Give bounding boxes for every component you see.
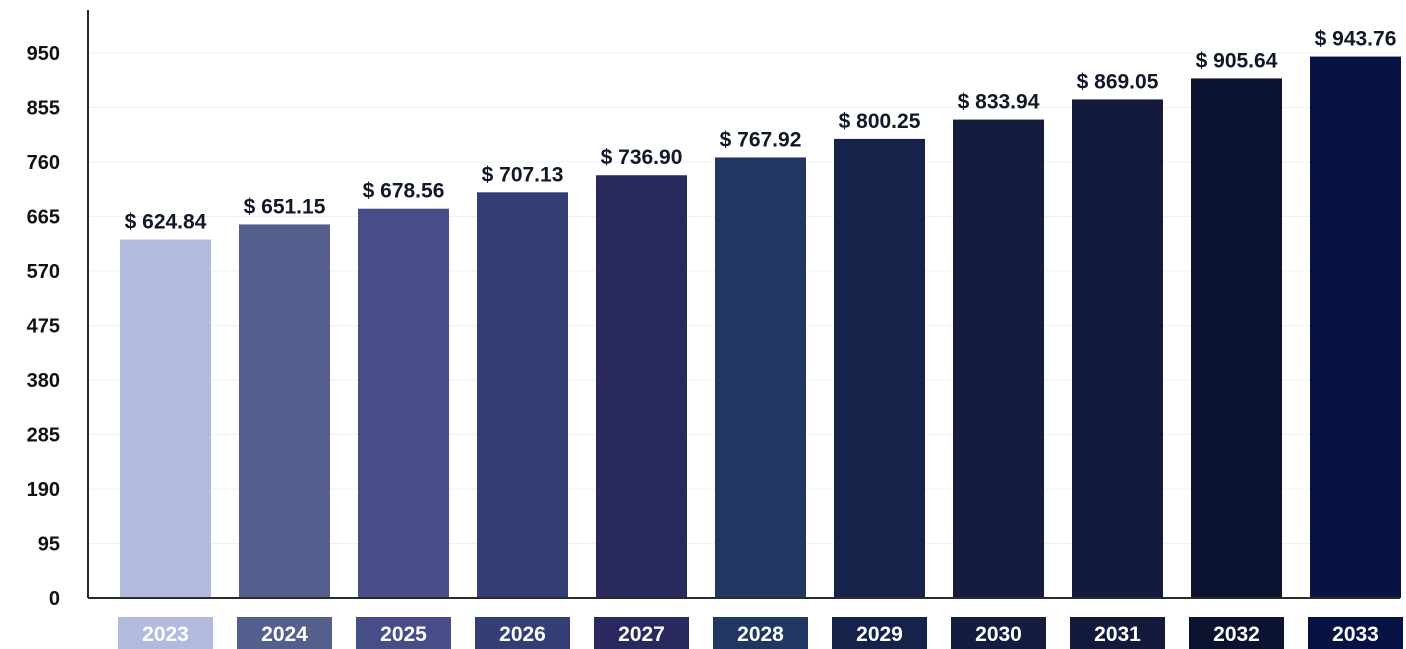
category-label: 2031 <box>1094 623 1141 646</box>
value-label: $ 651.15 <box>244 195 326 218</box>
y-tick-label: 950 <box>27 43 60 65</box>
y-tick-label: 855 <box>27 97 60 119</box>
category-label: 2024 <box>261 623 308 646</box>
bar <box>834 138 925 598</box>
value-label: $ 869.05 <box>1077 70 1159 93</box>
category-box <box>951 617 1046 649</box>
bar <box>358 208 449 598</box>
category-box <box>1189 617 1284 649</box>
category-label: 2023 <box>142 623 189 646</box>
category-label: 2027 <box>618 623 665 646</box>
bar <box>1310 56 1401 599</box>
bar <box>477 192 568 598</box>
y-tick-label: 190 <box>27 479 60 501</box>
category-label: 2032 <box>1213 623 1260 646</box>
axis-layer: 0 95 190 285 380 475 570 665 760 855 950 <box>27 10 1400 610</box>
y-tick-label: 380 <box>27 370 60 392</box>
category-label: 2026 <box>499 623 546 646</box>
category-label: 2028 <box>737 623 784 646</box>
bar <box>1072 99 1163 598</box>
label-layer: $ 624.84 $ 651.15 $ 678.56 $ 707.13 $ 736.90… <box>125 28 1397 234</box>
value-label: $ 833.94 <box>958 91 1040 114</box>
category-box <box>594 617 689 649</box>
bar <box>239 224 330 598</box>
value-label: $ 624.84 <box>125 211 207 234</box>
category-box <box>237 617 332 649</box>
category-label: 2033 <box>1332 623 1379 646</box>
category-box <box>1070 617 1165 649</box>
y-tick-label: 285 <box>27 424 60 446</box>
value-label: $ 800.25 <box>839 110 921 133</box>
value-label: $ 905.64 <box>1196 49 1278 72</box>
bar <box>1191 78 1282 599</box>
bar <box>715 157 806 599</box>
category-box <box>713 617 808 649</box>
category-box <box>475 617 570 649</box>
category-box <box>356 617 451 649</box>
category-box <box>1308 617 1403 649</box>
bar <box>953 119 1044 599</box>
value-label: $ 678.56 <box>363 180 445 203</box>
y-tick-label: 760 <box>27 152 60 174</box>
bar-layer <box>120 56 1401 599</box>
y-tick-label: 475 <box>27 315 60 337</box>
y-tick-label: 0 <box>49 588 60 610</box>
value-label: $ 707.13 <box>482 163 564 186</box>
category-label: 2025 <box>380 623 427 646</box>
y-tick-label: 570 <box>27 261 60 283</box>
category-label: 2029 <box>856 623 903 646</box>
bar <box>596 175 687 598</box>
y-tick-label: 665 <box>27 206 60 228</box>
category-box <box>832 617 927 649</box>
value-label: $ 736.90 <box>601 146 683 169</box>
category-label: 2030 <box>975 623 1022 646</box>
value-label: $ 943.76 <box>1315 28 1397 51</box>
value-label: $ 767.92 <box>720 128 802 151</box>
bar <box>120 239 211 598</box>
category-layer: 2023 2024 2025 2026 2027 2028 2029 2030 2031 2032… <box>118 617 1403 649</box>
y-tick-label: 95 <box>38 533 60 555</box>
category-box <box>118 617 213 649</box>
